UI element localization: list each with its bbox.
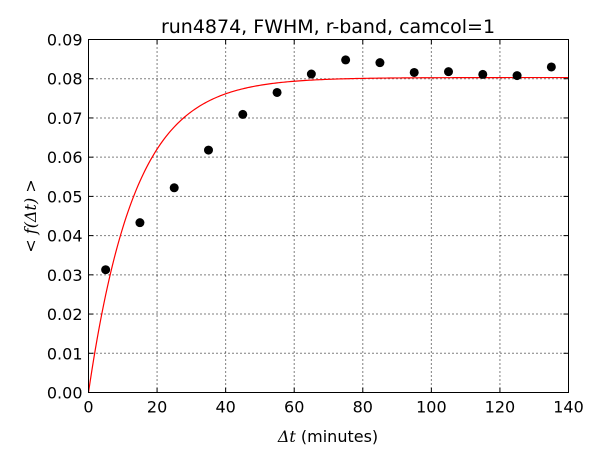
data-point (238, 109, 248, 119)
y-tick-label: 0.07 (47, 109, 83, 128)
y-tick-label: 0.00 (47, 384, 83, 403)
x-tick-label: 120 (485, 398, 516, 417)
fit-curve (87, 76, 569, 393)
plot-frame (88, 39, 569, 393)
x-tick-label: 100 (416, 398, 447, 417)
x-tick-label: 80 (353, 398, 373, 417)
data-point (101, 265, 111, 275)
y-tick-label: 0.01 (47, 344, 83, 363)
data-point (409, 67, 419, 77)
data-point (204, 145, 213, 155)
data-point (169, 183, 179, 193)
fit-layer (87, 76, 569, 393)
data-point (272, 87, 282, 97)
points-layer (101, 55, 556, 275)
x-tick-label: 40 (215, 398, 235, 417)
x-tick-label: 140 (553, 398, 584, 417)
data-point (306, 69, 316, 79)
x-axis-label-math: Δt (277, 427, 297, 446)
x-tick-label: 0 (83, 398, 93, 417)
x-tick-label: 60 (284, 398, 304, 417)
y-tick-label: 0.05 (47, 187, 83, 206)
data-point (512, 71, 522, 81)
y-tick-label: 0.02 (47, 305, 83, 324)
chart-title: run4874, FWHM, r-band, camcol=1 (161, 16, 495, 38)
data-point (375, 58, 385, 68)
data-point (478, 69, 488, 79)
y-tick-label: 0.08 (47, 70, 83, 89)
y-tick-label: 0.03 (47, 266, 83, 285)
ticks-layer: 0 20 40 60 80 100 120 140 0.00 0.01 0.02 0.03 0.04 0.… (47, 31, 584, 417)
x-tick-label: 20 (147, 398, 167, 417)
y-tick-label: 0.09 (47, 31, 83, 50)
data-point (444, 67, 453, 77)
y-tick-label: 0.06 (47, 148, 83, 167)
y-axis-label: < f(Δt) > (21, 179, 40, 252)
data-point (341, 55, 351, 65)
grid-layer (88, 39, 569, 393)
data-point (135, 218, 145, 228)
x-axis-label-text: (minutes) (296, 427, 378, 446)
y-tick-label: 0.04 (47, 227, 83, 246)
x-axis-label: Δt (minutes) (277, 427, 378, 446)
data-point (546, 62, 556, 72)
